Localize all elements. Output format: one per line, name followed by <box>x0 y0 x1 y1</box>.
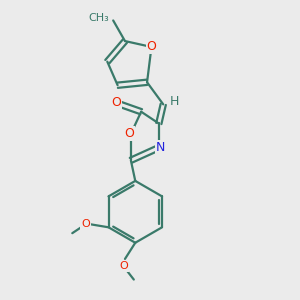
Text: N: N <box>156 141 165 154</box>
Text: O: O <box>124 127 134 140</box>
Text: O: O <box>111 96 121 110</box>
Text: O: O <box>119 261 128 271</box>
Text: CH₃: CH₃ <box>88 13 109 23</box>
Text: O: O <box>81 219 90 229</box>
Text: H: H <box>170 95 179 108</box>
Text: O: O <box>146 40 156 53</box>
